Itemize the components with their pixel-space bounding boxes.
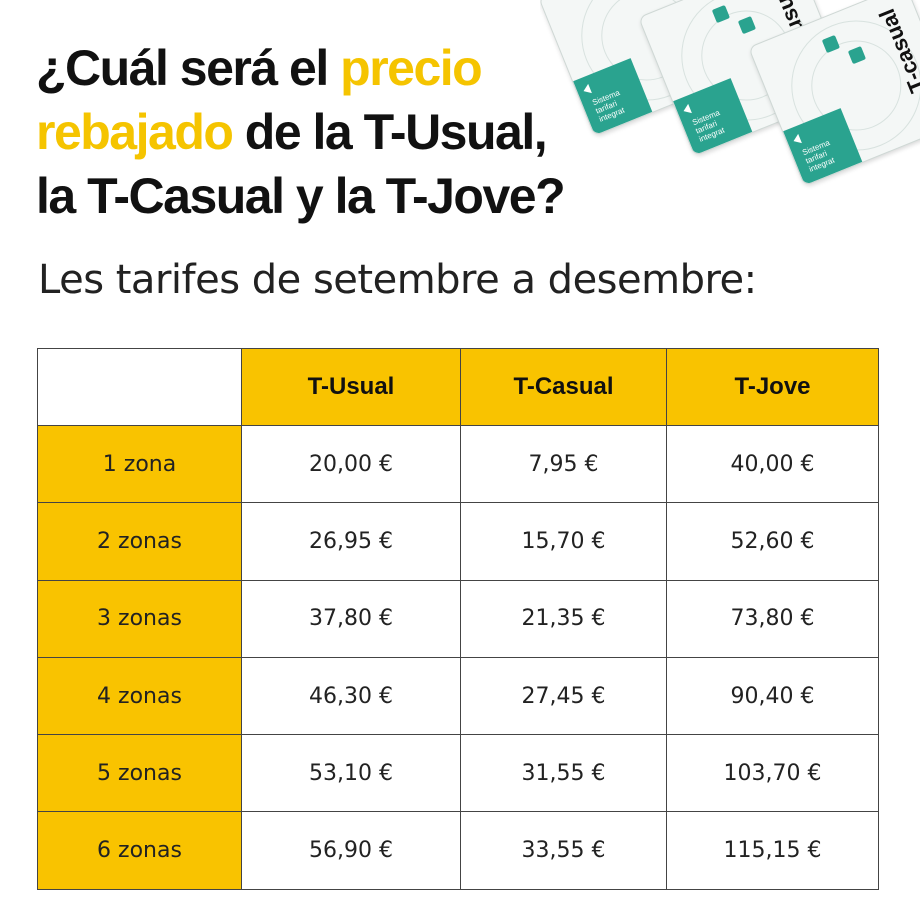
column-header-t-jove: T-Jove — [666, 348, 879, 426]
headline-line-3: la T-Casual y la T-Jove? — [36, 168, 566, 224]
price-t-jove: 115,15 € — [666, 811, 879, 890]
zone-label: 6 zonas — [37, 811, 242, 890]
price-t-jove: 73,80 € — [666, 579, 879, 658]
table-row: 3 zonas 37,80 € 21,35 € 73,80 € — [37, 579, 879, 658]
headline-highlight: precio — [340, 40, 483, 96]
zone-label: 5 zonas — [37, 734, 242, 813]
table-row: 4 zonas 46,30 € 27,45 € 90,40 € — [37, 656, 879, 736]
price-t-usual: 56,90 € — [241, 811, 461, 890]
headline-line-1: ¿Cuál será el precio — [36, 36, 676, 100]
table-corner-cell — [37, 348, 242, 426]
card-label: Sistema tarifari integrat — [690, 108, 726, 144]
zone-label: 1 zona — [37, 424, 242, 504]
card-label: Sistema tarifari integrat — [800, 138, 836, 174]
price-t-usual: 37,80 € — [241, 579, 461, 658]
headline: ¿Cuál será el precio rebajado de la T-Us… — [36, 36, 676, 228]
price-t-usual: 46,30 € — [241, 656, 461, 736]
zone-label: 3 zonas — [37, 579, 242, 658]
table-header-row: T-Usual T-Casual T-Jove — [37, 348, 879, 426]
price-t-casual: 7,95 € — [460, 424, 667, 504]
headline-text: ¿Cuál será el — [36, 40, 341, 96]
price-t-jove: 103,70 € — [666, 734, 879, 813]
headline-text: de la T-Usual, — [232, 104, 548, 160]
column-header-t-casual: T-Casual — [460, 348, 667, 426]
fares-table: T-Usual T-Casual T-Jove 1 zona 20,00 € 7… — [37, 348, 879, 890]
column-header-t-usual: T-Usual — [241, 348, 461, 426]
price-t-casual: 15,70 € — [460, 502, 667, 581]
table-row: 5 zonas 53,10 € 31,55 € 103,70 € — [37, 734, 879, 813]
zone-label: 4 zonas — [37, 656, 242, 736]
price-t-casual: 33,55 € — [460, 811, 667, 890]
transport-cards-image: Sistema tarifari integrat T-usual Sistem… — [540, 0, 920, 190]
card-label: Sistema tarifari integrat — [590, 88, 626, 124]
headline-highlight: rebajado — [36, 104, 234, 160]
table-row: 1 zona 20,00 € 7,95 € 40,00 € — [37, 424, 879, 504]
headline-line-2: rebajado de la T-Usual, — [36, 100, 676, 164]
price-t-casual: 31,55 € — [460, 734, 667, 813]
price-t-jove: 90,40 € — [666, 656, 879, 736]
price-t-casual: 27,45 € — [460, 656, 667, 736]
arrow-left-icon — [791, 133, 802, 146]
price-t-usual: 26,95 € — [241, 502, 461, 581]
zone-label: 2 zonas — [37, 502, 242, 581]
price-t-usual: 20,00 € — [241, 424, 461, 504]
price-t-jove: 52,60 € — [666, 502, 879, 581]
subtitle: Les tarifes de setembre a desembre: — [38, 257, 757, 303]
table-row: 2 zonas 26,95 € 15,70 € 52,60 € — [37, 502, 879, 581]
arrow-left-icon — [681, 103, 692, 116]
price-t-casual: 21,35 € — [460, 579, 667, 658]
arrow-left-icon — [581, 83, 592, 96]
table-row: 6 zonas 56,90 € 33,55 € 115,15 € — [37, 811, 879, 890]
price-t-usual: 53,10 € — [241, 734, 461, 813]
price-t-jove: 40,00 € — [666, 424, 879, 504]
